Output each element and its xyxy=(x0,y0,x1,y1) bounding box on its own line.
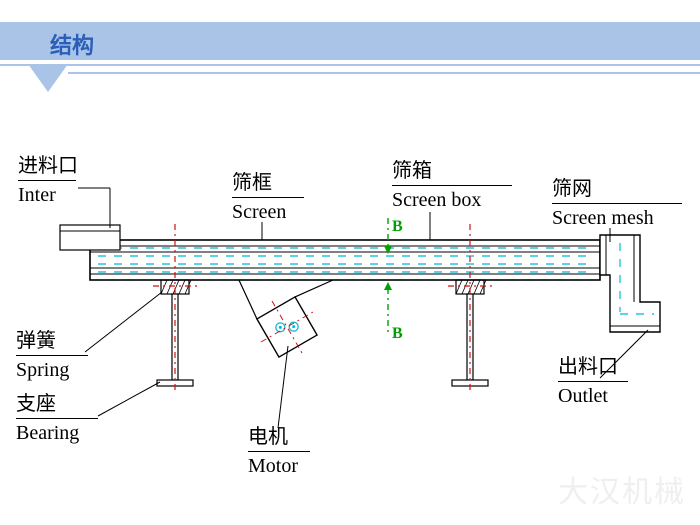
label-outlet-en: Outlet xyxy=(558,385,618,408)
label-outlet: 出料口 Outlet xyxy=(558,356,618,408)
label-screen-mesh: 筛网 Screen mesh xyxy=(552,178,654,230)
section-mark-bottom: B xyxy=(392,325,403,343)
label-screen-box: 筛箱 Screen box xyxy=(392,160,481,212)
label-motor: 电机 Motor xyxy=(248,426,298,478)
header-title: 结构 xyxy=(50,28,94,60)
label-bearing: 支座 Bearing xyxy=(16,393,79,445)
label-outlet-cn: 出料口 xyxy=(558,356,618,379)
label-bearing-cn: 支座 xyxy=(16,393,79,416)
label-spring: 弹簧 Spring xyxy=(16,330,69,382)
header-bar xyxy=(0,22,700,60)
header-underline-short xyxy=(68,72,700,74)
diagram-canvas: 进料口 Inter 筛框 Screen 筛箱 Screen box 筛网 Scr… xyxy=(0,120,700,525)
label-bearing-en: Bearing xyxy=(16,422,79,445)
label-screen-mesh-rule xyxy=(552,203,682,204)
label-screen: 筛框 Screen xyxy=(232,172,286,224)
label-screen-en: Screen xyxy=(232,201,286,224)
watermark: 大汉机械 xyxy=(558,467,686,511)
label-motor-en: Motor xyxy=(248,455,298,478)
header-triangle-icon xyxy=(28,64,68,92)
header-underline-long xyxy=(0,64,700,66)
label-bearing-rule xyxy=(16,418,98,419)
label-spring-en: Spring xyxy=(16,359,69,382)
label-screen-mesh-cn: 筛网 xyxy=(552,178,654,201)
label-motor-cn: 电机 xyxy=(248,426,298,449)
label-inlet-en: Inter xyxy=(18,184,78,207)
label-screen-cn: 筛框 xyxy=(232,172,286,195)
label-inlet: 进料口 Inter xyxy=(18,155,78,207)
label-spring-cn: 弹簧 xyxy=(16,330,69,353)
label-screen-mesh-en: Screen mesh xyxy=(552,207,654,230)
label-outlet-rule xyxy=(558,381,628,382)
label-screen-box-cn: 筛箱 xyxy=(392,160,481,183)
section-mark-top: B xyxy=(392,218,403,236)
label-spring-rule xyxy=(16,355,88,356)
label-screen-box-en: Screen box xyxy=(392,189,481,212)
label-screen-box-rule xyxy=(392,185,512,186)
label-inlet-rule xyxy=(18,180,76,181)
label-screen-rule xyxy=(232,197,304,198)
label-motor-rule xyxy=(248,451,310,452)
label-inlet-cn: 进料口 xyxy=(18,155,78,178)
